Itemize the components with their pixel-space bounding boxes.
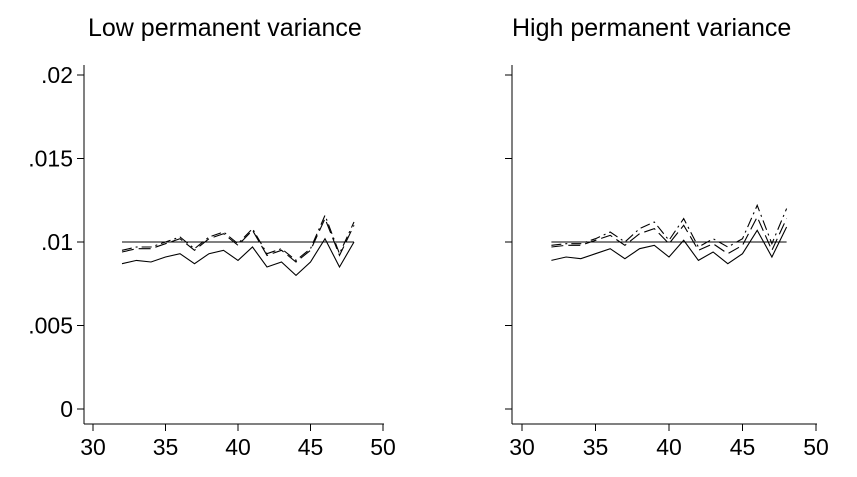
series-line-2 (121, 237, 355, 277)
x-tick-label: 35 (153, 434, 179, 460)
plot-area: 30 35 40 45 50 (505, 65, 829, 460)
series-line-4 (121, 213, 355, 262)
x-tick-label: 35 (583, 434, 609, 460)
x-tick-label: 45 (298, 434, 324, 460)
x-tick-label: 30 (509, 434, 535, 460)
chart-title: Low permanent variance (88, 14, 362, 42)
y-tick-label: .015 (28, 146, 73, 172)
chart-panel-high-permanent-variance: High permanent variance 30 35 40 45 50 (428, 0, 856, 477)
x-tick-label: 50 (803, 434, 829, 460)
chart-title: High permanent variance (512, 14, 792, 42)
series-line-2 (551, 226, 788, 265)
y-tick-label: .005 (28, 313, 73, 339)
y-tick-label: .02 (41, 62, 73, 88)
series-line-4 (551, 203, 788, 248)
x-tick-label: 30 (80, 434, 106, 460)
y-tick-label: .01 (41, 229, 73, 255)
x-tick-label: 40 (656, 434, 682, 460)
y-tick-label: 0 (60, 396, 73, 422)
series-line-3 (121, 217, 355, 263)
plot-area: 0 .005 .01 .015 .02 30 35 40 45 50 (28, 62, 396, 460)
series-line-3 (551, 215, 788, 255)
x-tick-label: 40 (225, 434, 251, 460)
x-tick-label: 50 (370, 434, 396, 460)
chart-panel-low-permanent-variance: Low permanent variance 0 .005 .01 .015 .02 30… (0, 0, 428, 477)
x-tick-label: 45 (730, 434, 756, 460)
